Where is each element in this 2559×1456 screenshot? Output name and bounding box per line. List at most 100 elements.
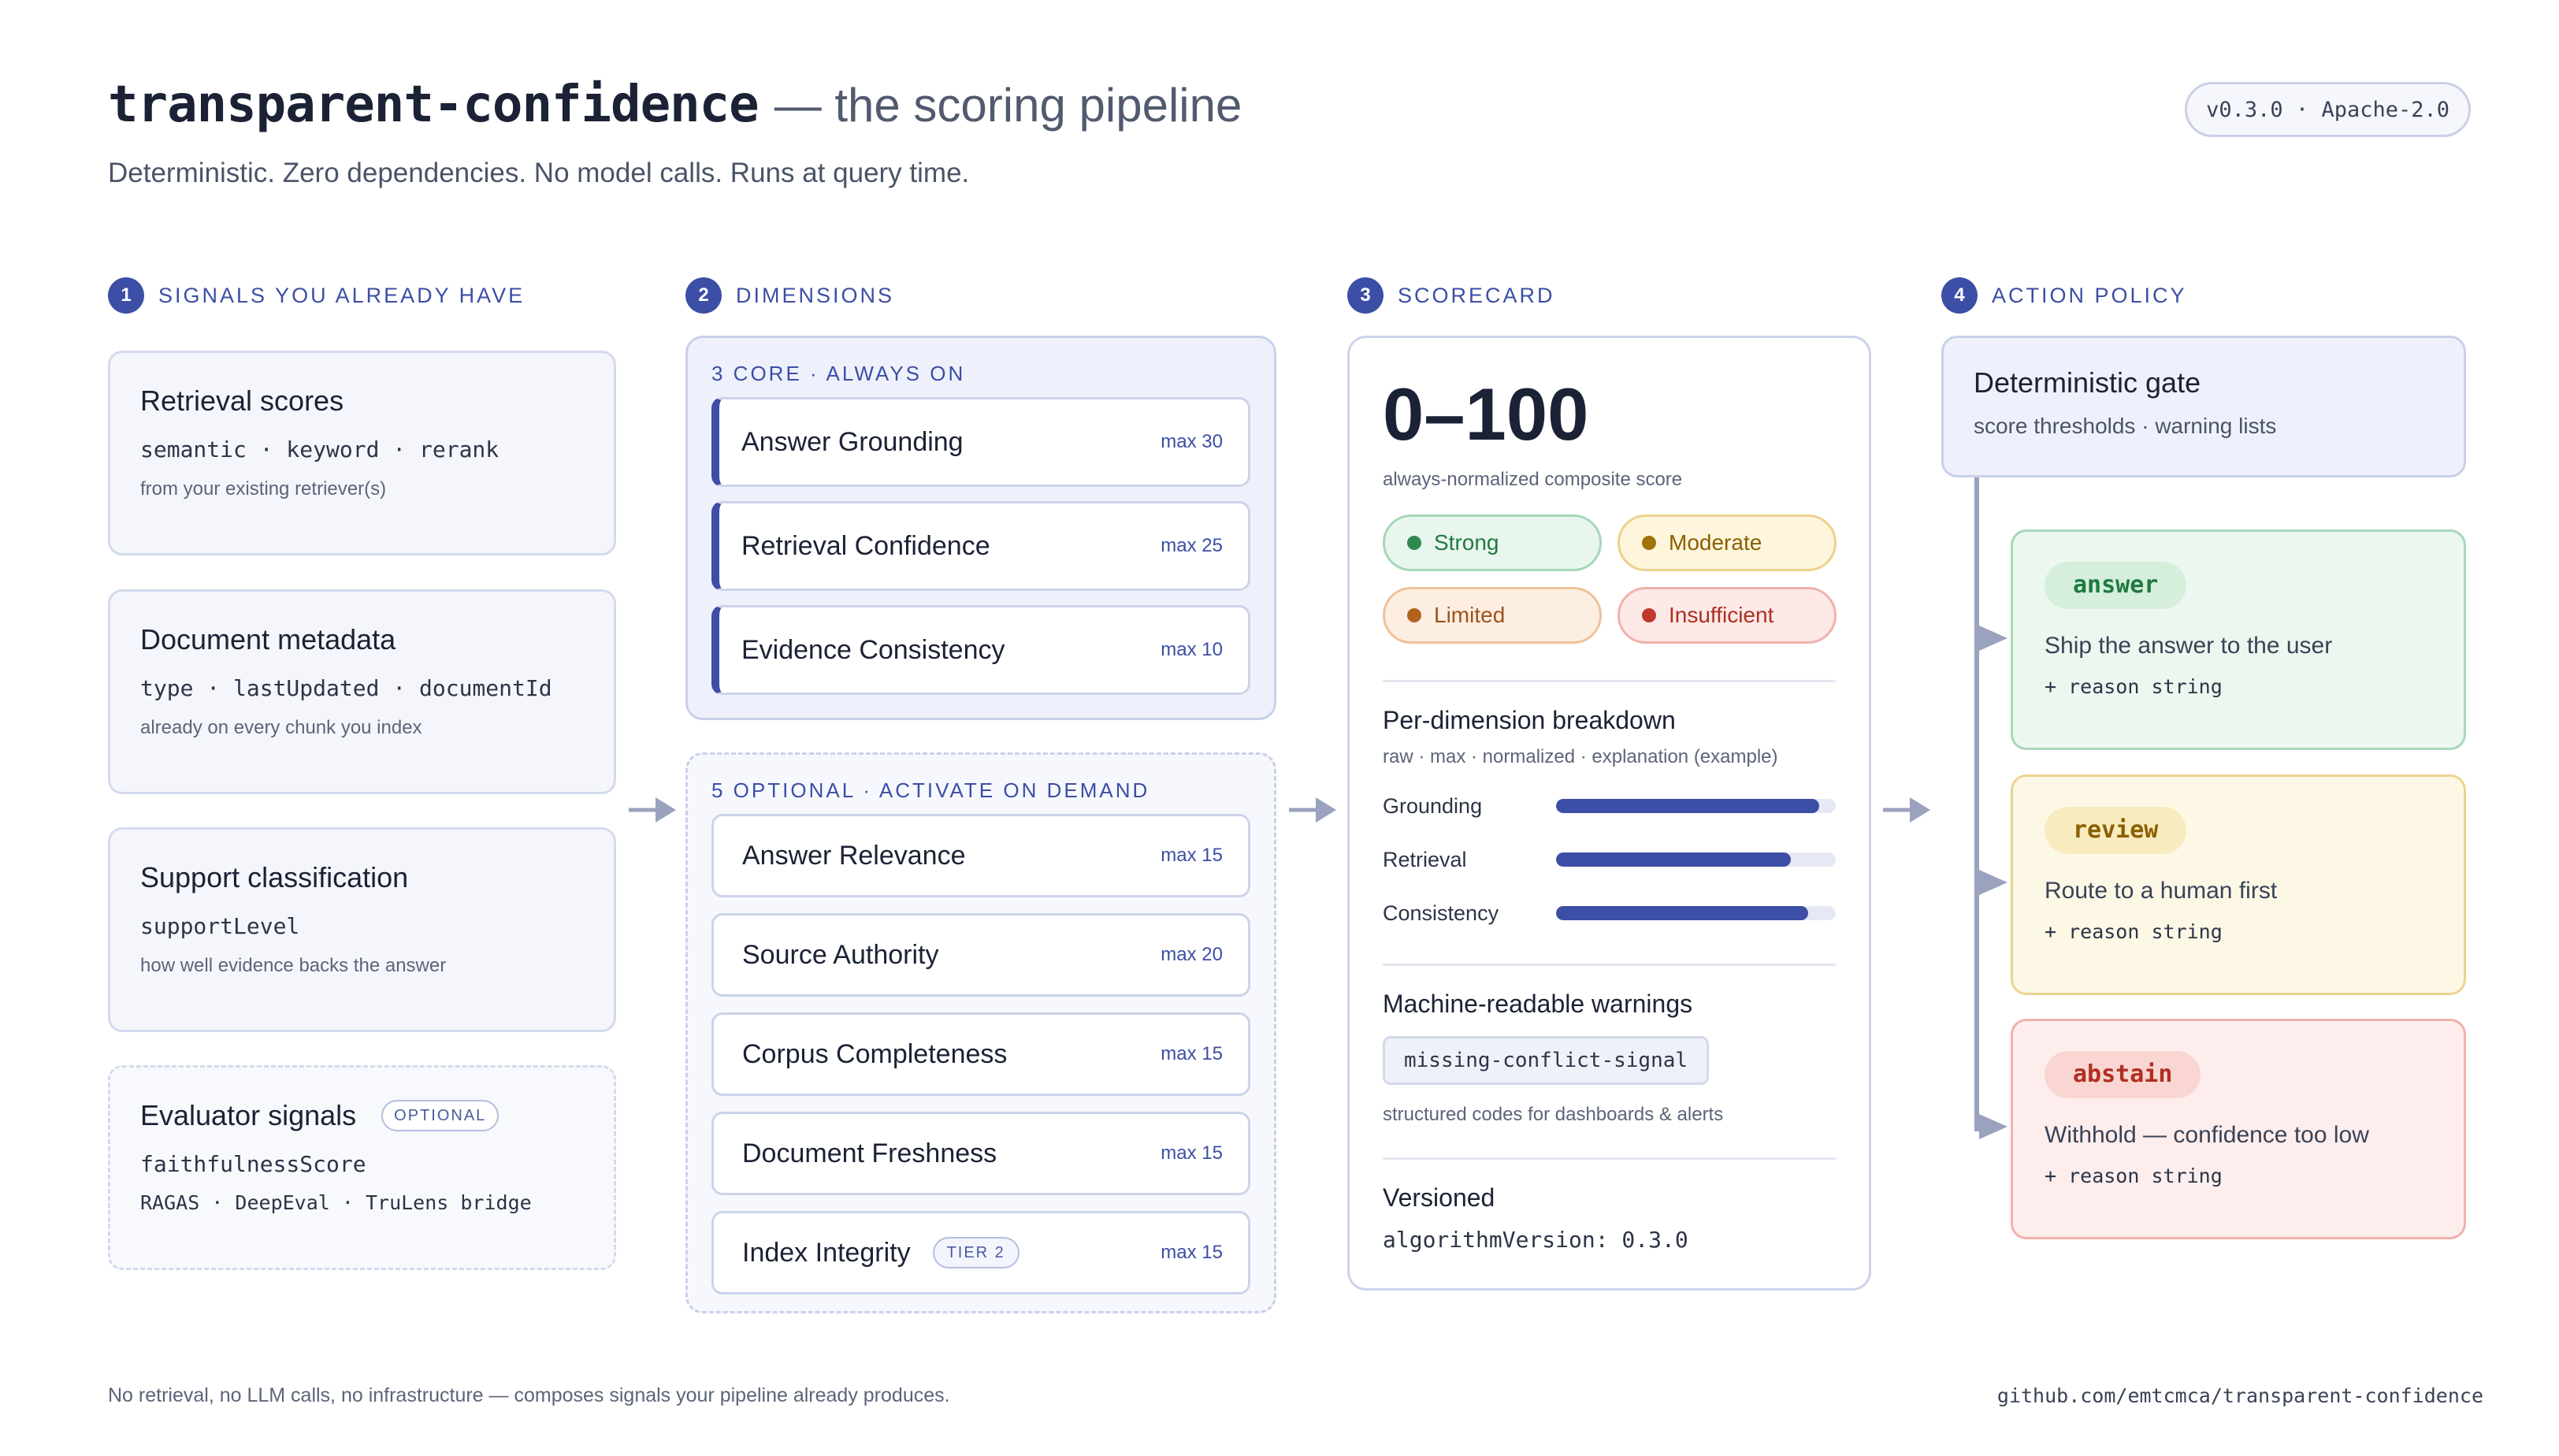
step-number: 1 xyxy=(108,277,144,314)
footer-note: No retrieval, no LLM calls, no infrastru… xyxy=(108,1384,950,1406)
status-dot-icon xyxy=(1407,608,1421,622)
core-dimensions-group: 3 CORE · ALWAYS ON Answer Grounding max … xyxy=(685,336,1276,720)
dimension-name: Source Authority xyxy=(742,939,939,970)
step-header-scorecard: 3 SCORECARD xyxy=(1347,277,1555,314)
tier-badge-limited: Limited xyxy=(1383,587,1602,644)
step-label: SCORECARD xyxy=(1398,283,1555,307)
dimension-corpus-completeness: Corpus Completeness max 15 xyxy=(711,1012,1250,1096)
action-pill: answer xyxy=(2045,562,2187,609)
action-description: Ship the answer to the user xyxy=(2045,633,2333,659)
step-number: 4 xyxy=(1941,277,1978,314)
signal-card-document-metadata: Document metadata type · lastUpdated · d… xyxy=(108,589,616,794)
action-pill: review xyxy=(2045,807,2187,854)
dimension-answer-relevance: Answer Relevance max 15 xyxy=(711,814,1250,897)
title-rest: — the scoring pipeline xyxy=(774,79,1242,132)
breakdown-row-grounding: Grounding xyxy=(1383,779,1836,833)
dimension-max: max 20 xyxy=(1161,944,1223,965)
status-dot-icon xyxy=(1642,536,1656,550)
status-dot-icon xyxy=(1642,608,1656,622)
action-reason: + reason string xyxy=(2045,920,2223,943)
signal-card-evaluator-signals: Evaluator signals OPTIONAL faithfulnessS… xyxy=(108,1065,616,1270)
bar-track xyxy=(1556,906,1836,920)
step-number: 2 xyxy=(685,277,722,314)
dimension-name: Document Freshness xyxy=(742,1138,997,1168)
dimension-answer-grounding: Answer Grounding max 30 xyxy=(711,397,1250,487)
bar-fill xyxy=(1556,906,1808,920)
action-reason: + reason string xyxy=(2045,675,2223,698)
action-description: Withhold — confidence too low xyxy=(2045,1122,2369,1148)
signal-fields: supportLevel xyxy=(140,913,300,939)
breakdown-bars: Grounding Retrieval Consistency xyxy=(1383,779,1836,940)
signal-card-retrieval-scores: Retrieval scores semantic · keyword · re… xyxy=(108,351,616,555)
signal-bridges: RAGAS · DeepEval · TruLens bridge xyxy=(140,1191,532,1214)
step-header-signals: 1 SIGNALS YOU ALREADY HAVE xyxy=(108,277,525,314)
score-range: 0–100 xyxy=(1383,373,1589,455)
bar-label: Consistency xyxy=(1383,901,1499,925)
dimension-max: max 15 xyxy=(1161,1142,1223,1164)
page-title: transparent-confidence — the scoring pip… xyxy=(108,76,1242,134)
signal-card-support-classification: Support classification supportLevel how … xyxy=(108,827,616,1032)
signal-note: already on every chunk you index xyxy=(140,717,422,738)
warnings-note: structured codes for dashboards & alerts xyxy=(1383,1104,1724,1125)
flow-arrow-icon xyxy=(629,797,676,823)
action-pill: abstain xyxy=(2045,1051,2201,1098)
action-answer-card: answer Ship the answer to the user + rea… xyxy=(2011,529,2466,750)
dimension-max: max 15 xyxy=(1161,1242,1223,1263)
versioned-code: algorithmVersion: 0.3.0 xyxy=(1383,1227,1688,1253)
bar-fill xyxy=(1556,852,1792,867)
tier-badge-strong: Strong xyxy=(1383,514,1602,571)
step-label: ACTION POLICY xyxy=(1992,283,2187,307)
signal-note: from your existing retriever(s) xyxy=(140,478,387,500)
step-label: SIGNALS YOU ALREADY HAVE xyxy=(158,283,526,307)
dimension-name: Answer Grounding xyxy=(741,426,964,457)
dimension-index-integrity: Index Integrity TIER 2 max 15 xyxy=(711,1211,1250,1294)
signal-title: Evaluator signals OPTIONAL xyxy=(140,1099,584,1132)
dimension-source-authority: Source Authority max 20 xyxy=(711,913,1250,997)
dimension-name: Corpus Completeness xyxy=(742,1038,1008,1069)
bar-fill xyxy=(1556,799,1819,813)
branch-arrow-icon xyxy=(1979,1114,2007,1139)
signal-note: how well evidence backs the answer xyxy=(140,955,447,976)
dimension-document-freshness: Document Freshness max 15 xyxy=(711,1112,1250,1195)
group-label: 3 CORE · ALWAYS ON xyxy=(711,362,966,385)
signal-title: Support classification xyxy=(140,861,409,893)
step-label: DIMENSIONS xyxy=(736,283,895,307)
step-header-dimensions: 2 DIMENSIONS xyxy=(685,277,894,314)
title-code: transparent-confidence xyxy=(108,76,760,134)
branch-arrow-icon xyxy=(1979,870,2007,895)
action-review-card: review Route to a human first + reason s… xyxy=(2011,774,2466,995)
dimension-max: max 10 xyxy=(1161,639,1223,660)
group-label: 5 OPTIONAL · ACTIVATE ON DEMAND xyxy=(711,778,1150,802)
tier-badge-insufficient: Insufficient xyxy=(1617,587,1837,644)
signal-fields: semantic · keyword · rerank xyxy=(140,436,500,462)
breakdown-subtitle: raw · max · normalized · explanation (ex… xyxy=(1383,746,1778,767)
dimension-max: max 15 xyxy=(1161,845,1223,866)
optional-dimensions-group: 5 OPTIONAL · ACTIVATE ON DEMAND Answer R… xyxy=(685,752,1276,1313)
dimension-retrieval-confidence: Retrieval Confidence max 25 xyxy=(711,501,1250,591)
signal-fields: type · lastUpdated · documentId xyxy=(140,675,552,701)
action-description: Route to a human first xyxy=(2045,878,2278,904)
bar-label: Retrieval xyxy=(1383,847,1467,871)
warnings-title: Machine-readable warnings xyxy=(1383,990,1693,1018)
action-abstain-card: abstain Withhold — confidence too low + … xyxy=(2011,1019,2466,1239)
dimension-name: Answer Relevance xyxy=(742,840,966,871)
status-dot-icon xyxy=(1407,536,1421,550)
branch-arrow-icon xyxy=(1979,626,2007,651)
dimension-name: Index Integrity xyxy=(742,1237,911,1268)
versioned-title: Versioned xyxy=(1383,1183,1495,1212)
action-reason: + reason string xyxy=(2045,1164,2223,1187)
optional-badge: OPTIONAL xyxy=(381,1100,500,1131)
divider xyxy=(1383,1157,1836,1160)
repo-link[interactable]: github.com/emtcmca/transparent-confidenc… xyxy=(1996,1384,2483,1407)
signal-title: Retrieval scores xyxy=(140,384,344,417)
tier-badge-moderate: Moderate xyxy=(1617,514,1837,571)
tier-badge: TIER 2 xyxy=(932,1237,1020,1268)
dimension-name: Retrieval Confidence xyxy=(741,530,990,561)
tier-label: Insufficient xyxy=(1669,603,1774,627)
breakdown-title: Per-dimension breakdown xyxy=(1383,706,1676,734)
dimension-max: max 25 xyxy=(1161,535,1223,556)
dimension-name: Evidence Consistency xyxy=(741,634,1005,665)
version-badge: v0.3.0 · Apache-2.0 xyxy=(2185,82,2471,137)
step-number: 3 xyxy=(1347,277,1383,314)
confidence-tier-badges: Strong Moderate Limited Insufficient xyxy=(1383,514,1837,644)
